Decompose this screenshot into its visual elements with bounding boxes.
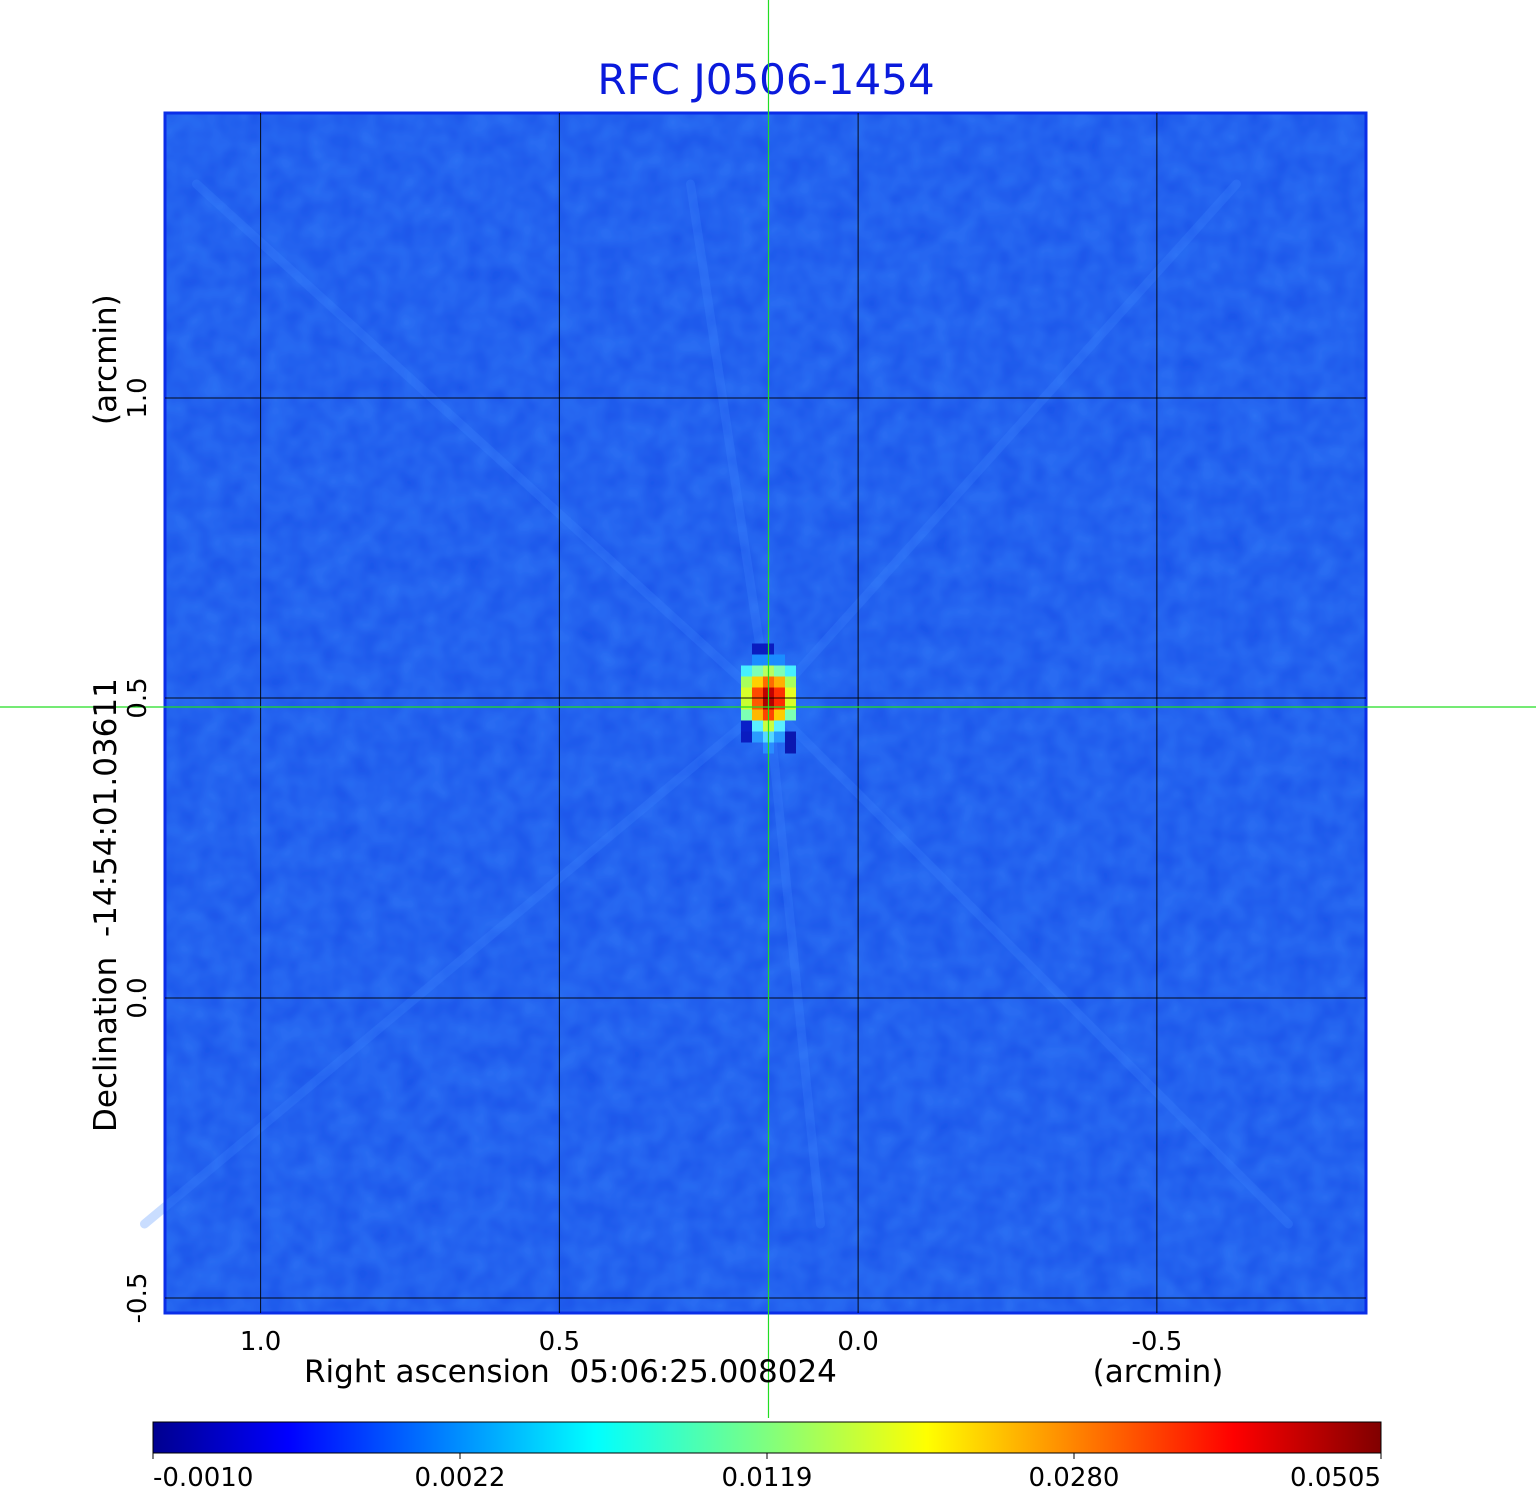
x-axis-unit: (arcmin): [1093, 1354, 1224, 1390]
y-tick-labels: 1.0 0.5 0.0 -0.5: [123, 377, 153, 1323]
y-tick-label: 0.5: [123, 677, 153, 718]
image-border: [163, 111, 1368, 1315]
sidelobe-streak: [763, 699, 1293, 1229]
source-pixel: [773, 731, 785, 743]
source-pixel: [784, 665, 796, 677]
colorbar-tick-label: 0.0022: [415, 1463, 506, 1493]
source-pixel: [751, 687, 763, 699]
source-pixel: [773, 698, 785, 710]
grid-lines: [165, 113, 1366, 1313]
source-pixel: [751, 654, 763, 666]
y-tick-label: 1.0: [123, 377, 153, 418]
source-pixel: [740, 676, 752, 688]
source-pixel: [773, 709, 785, 721]
source-pixel: [751, 643, 763, 655]
source-pixel: [784, 698, 796, 710]
image-plot-area: [139, 111, 1368, 1315]
source-pixel: [784, 676, 796, 688]
x-axis-label: Right ascension 05:06:25.008024: [304, 1354, 837, 1390]
source-pixel: [751, 709, 763, 721]
colorbar-tick-label: 0.0119: [722, 1463, 813, 1493]
source-pixel: [740, 665, 752, 677]
source-pixel: [740, 709, 752, 721]
chart-title: RFC J0506-1454: [597, 55, 934, 104]
source-pixel: [784, 742, 796, 754]
source-pixel: [740, 698, 752, 710]
colorbar-tick-label: 0.0505: [1290, 1463, 1381, 1493]
source-pixel: [751, 665, 763, 677]
crosshair: [0, 0, 1536, 1418]
sidelobe-streak: [763, 179, 1241, 709]
y-tick-label: 0.0: [123, 977, 153, 1018]
x-tick-label: 0.5: [539, 1327, 580, 1357]
colorbar-tick-label: 0.0280: [1029, 1463, 1120, 1493]
source-pixel: [740, 731, 752, 743]
source-pixel: [784, 709, 796, 721]
sidelobe-streak: [139, 699, 773, 1229]
y-axis-unit: (arcmin): [88, 294, 124, 425]
source-pixel: [784, 731, 796, 743]
y-axis-label: Declination -14:54:01.03611: [88, 678, 124, 1132]
source-pixel: [740, 687, 752, 699]
colorbar-gradient: [152, 1421, 1382, 1454]
colorbar-tick-label: -0.0010: [153, 1463, 253, 1493]
source-pixel: [751, 698, 763, 710]
x-tick-label: -0.5: [1132, 1327, 1183, 1357]
sidelobe-streak: [191, 179, 773, 709]
sidelobe-streak: [685, 179, 773, 709]
source-pixel: [751, 731, 763, 743]
source-pixel: [751, 676, 763, 688]
colorbar-tick-labels: -0.0010 0.0022 0.0119 0.0280 0.0505: [152, 1453, 1382, 1493]
source-pixel: [773, 720, 785, 732]
sidelobe-streak: [763, 699, 825, 1229]
colorbar: [152, 1421, 1382, 1454]
source-pixel: [740, 720, 752, 732]
source-pixel: [751, 720, 763, 732]
source-pixel: [773, 665, 785, 677]
sidelobe-streaks: [139, 179, 1293, 1229]
x-tick-label: 0.0: [837, 1327, 878, 1357]
source-pixel: [784, 687, 796, 699]
source-pixel: [773, 654, 785, 666]
y-tick-label: -0.5: [123, 1273, 153, 1324]
source-pixel: [773, 676, 785, 688]
source-pixel: [773, 687, 785, 699]
x-tick-labels: 1.0 0.5 0.0 -0.5: [240, 1327, 1182, 1357]
x-tick-label: 1.0: [240, 1327, 281, 1357]
